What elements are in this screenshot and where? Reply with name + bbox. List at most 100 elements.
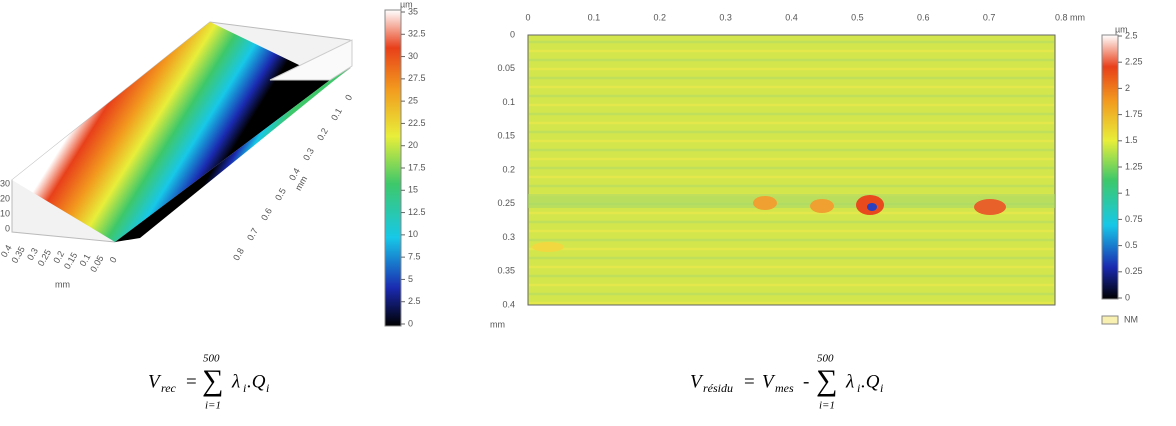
eq-sub: résidu [703,381,733,395]
eq-sum: ∑ [202,364,223,397]
z-tick-label: 10 [0,208,10,218]
colorbar-label: 1.5 [1125,135,1138,145]
residual-spot [867,203,877,211]
colorbar-label: 0.75 [1125,214,1143,224]
residual-spot [532,242,564,252]
x-tick-label: 0.5 [851,12,864,22]
residual-spot [810,199,834,213]
colorbar-label: 2.5 [408,296,421,306]
y-tick-label: 0.1 [502,97,515,107]
residual-map: 0 0.1 0.2 0.3 0.4 0.5 0.6 0.7 0.8 mm 0 0.05 0.1 0.15… [490,12,1085,329]
colorbar-label: 1.75 [1125,109,1143,119]
colorbar-label: 30 [408,51,418,61]
colorbar-label: 15 [408,185,418,195]
eq-v: V [762,371,776,392]
y-tick-label: 0.4 [502,299,515,309]
colorbar-label: 5 [408,274,413,284]
x-tick-label: 0.2 [653,12,666,22]
colorbar-label: 32.5 [408,29,426,39]
eq-v: V [148,371,162,392]
surface-right [115,66,352,242]
y-tick-label: 0 [510,29,515,39]
equation: V résidu = V mes - ∑ 500 i=1 λ i .Q i [690,353,883,412]
colorbar-label: 7.5 [408,252,421,262]
nm-label: NM [1124,314,1138,324]
colorbar-label: 17.5 [408,162,426,172]
y-tick-label: 0 [343,93,354,102]
eq-q: .Q [247,371,266,392]
eq-upper: 500 [203,353,220,365]
y-tick-label: 0.35 [497,266,515,276]
colorbar-unit: µm [1115,24,1128,34]
x-tick-label: 0 [525,12,530,22]
colorbar [384,9,402,327]
x-tick-label: 0 [108,255,119,264]
eq-sub: mes [775,381,794,395]
x-unit: mm [55,279,70,289]
z-tick-label: 0 [5,223,10,233]
colorbar-unit: µm [400,0,413,9]
surface-ridge [269,39,353,81]
colorbar-label: 20 [408,140,418,150]
x-tick-label: 0.7 [983,12,996,22]
residual-spot [974,199,1006,215]
eq-upper: 500 [817,353,834,365]
eq-equals: = [186,371,197,392]
colorbar-label: 10 [408,229,418,239]
eq-v: V [690,371,704,392]
residual-band [528,194,1055,208]
y-tick-label: 0.7 [245,226,260,242]
colorbar-label: 27.5 [408,73,426,83]
x-tick-label: 0.1 [588,12,601,22]
colorbar-label: 0.5 [1125,240,1138,250]
x-tick-label: 0.4 [785,12,798,22]
colorbar-label: 35 [408,6,418,16]
colorbar-label: 0 [408,318,413,328]
eq-lower: i=1 [205,400,221,412]
eq-lambda: λ [845,371,854,392]
y-tick-label: 0.6 [259,206,274,222]
eq-lambda: λ [231,371,240,392]
colorbar-label: 2 [1125,83,1130,93]
colorbar-label: 0 [1125,292,1130,302]
map-area [527,34,1056,306]
y-unit: mm [490,319,505,329]
eq-q: .Q [861,371,880,392]
eq-sub: i [857,381,860,395]
eq-sub: i [266,381,269,395]
colorbar-label: 1.25 [1125,161,1143,171]
y-tick-label: 0.8 [231,246,246,262]
eq-sub: i [243,381,246,395]
colorbar-label: 1 [1125,188,1130,198]
eq-sub: i [880,381,883,395]
colorbar-label: 25 [408,96,418,106]
eq-lower: i=1 [819,400,835,412]
colorbar-label: 22.5 [408,118,426,128]
eq-sum: ∑ [816,364,837,397]
equation: V rec = ∑ 500 i=1 λ i .Q i [148,353,269,412]
colorbar-label: 0.25 [1125,266,1143,276]
y-tick-label: 0.2 [502,164,515,174]
x-tick-label: 0.8 mm [1055,12,1085,22]
y-tick-label: 0.15 [497,131,515,141]
eq-equals: = [744,371,755,392]
z-tick-label: 20 [0,193,10,203]
residual-spot [753,196,777,210]
colorbar-label: 2.5 [1125,30,1138,40]
y-tick-label: 0.3 [301,146,316,162]
z-tick-label: 30 [0,178,10,188]
y-tick-label: 0.05 [497,63,515,73]
y-tick-label: 0.5 [273,186,288,202]
y-tick-label: 0.1 [329,106,344,122]
surface-left [12,22,330,242]
y-tick-label: 0.2 [315,126,330,142]
colorbar-label: 2.25 [1125,57,1143,67]
x-tick-label: 0.3 [719,12,732,22]
eq-sub: rec [161,381,177,395]
y-tick-label: 0.3 [502,232,515,242]
colorbar-label: 12.5 [408,207,426,217]
nm-swatch [1101,315,1119,325]
x-tick-label: 0.6 [917,12,930,22]
